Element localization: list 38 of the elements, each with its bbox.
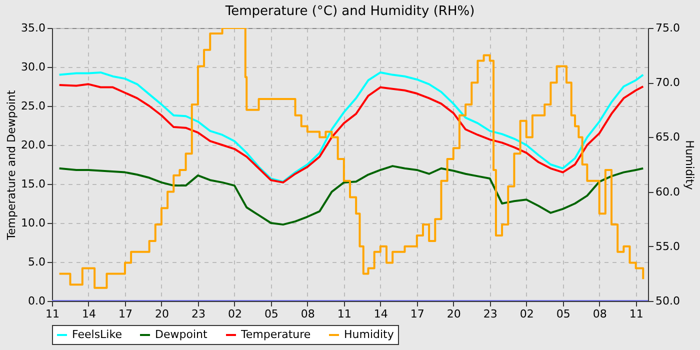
y2-tick-label: 50.0	[656, 294, 680, 308]
x-tick-label: 05	[556, 308, 570, 320]
x-tick-label: 11	[46, 308, 60, 320]
y-tick-label: 0.0	[28, 294, 46, 308]
y-tick-label: 15.0	[21, 178, 46, 190]
y-tick-label: 25.0	[21, 100, 46, 112]
x-tick-label: 23	[191, 308, 206, 320]
y-tick-label: 20.0	[21, 138, 46, 152]
x-tick-label: 11	[629, 308, 644, 320]
y2-tick-label: 55.0	[656, 240, 680, 253]
y-tick-label: 35.0	[21, 22, 46, 34]
y2-tick-label: 60.0	[656, 185, 680, 198]
y-tick-label: 10.0	[21, 216, 46, 230]
x-tick-label: 20	[446, 308, 461, 320]
y-tick-label: 30.0	[21, 60, 46, 74]
y-tick-label: 5.0	[28, 256, 46, 268]
legend-label: Temperature	[240, 328, 311, 341]
x-tick-label: 11	[337, 308, 352, 320]
chart-title: Temperature (°C) and Humidity (RH%)	[224, 4, 475, 19]
y-axis-title: Temperature and Dewpoint	[5, 89, 18, 241]
x-tick-label: 14	[374, 308, 388, 320]
x-tick-label: 14	[82, 308, 96, 320]
y2-tick-label: 75.0	[656, 22, 680, 34]
x-tick-label: 02	[520, 308, 534, 320]
x-tick-label: 08	[300, 308, 315, 320]
x-tick-label: 17	[410, 308, 424, 320]
legend-label: Dewpoint	[155, 328, 208, 341]
x-tick-label: 20	[154, 308, 169, 320]
y2-tick-label: 70.0	[656, 76, 680, 90]
x-tick-label: 17	[118, 308, 132, 320]
legend-label: FeelsLike	[72, 328, 122, 341]
x-tick-label: 02	[228, 308, 242, 320]
x-tick-label: 23	[483, 308, 498, 320]
legend-label: Humidity	[344, 328, 394, 341]
x-tick-label: 05	[264, 308, 278, 320]
y2-axis-title: Humidity	[682, 140, 696, 190]
x-tick-label: 08	[592, 308, 607, 320]
y2-tick-label: 65.0	[656, 130, 680, 144]
